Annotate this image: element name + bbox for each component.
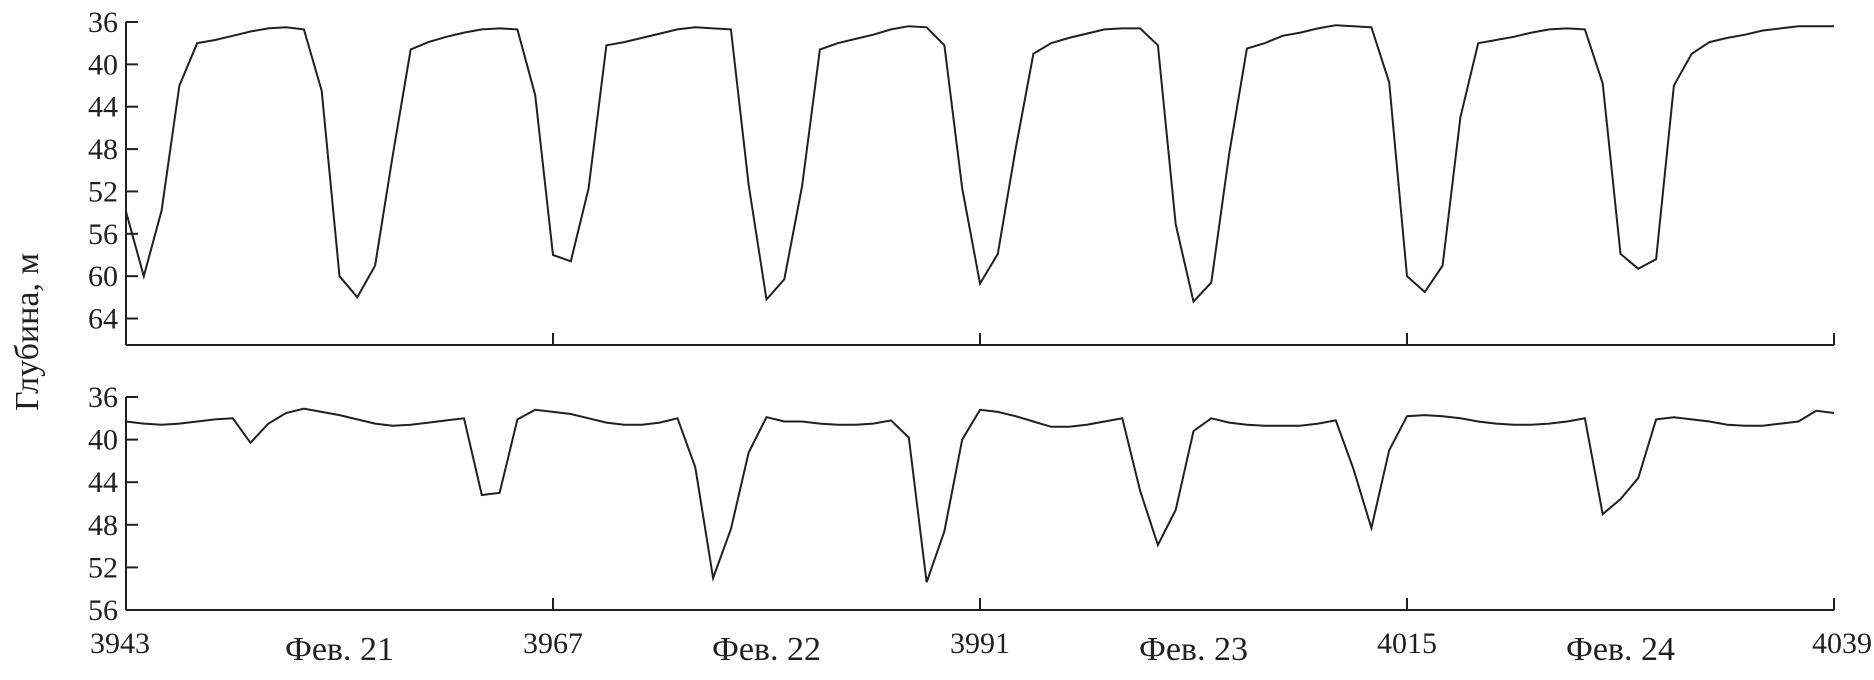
x-tick-label: 3967 bbox=[523, 627, 583, 660]
y-tick-label: 36 bbox=[88, 381, 118, 414]
date-label: Фев. 21 bbox=[285, 631, 394, 668]
y-tick-label: 48 bbox=[88, 133, 118, 166]
date-label: Фев. 23 bbox=[1139, 631, 1248, 668]
depth-series-line bbox=[125, 407, 1835, 583]
x-tick-label: 4039 bbox=[1812, 627, 1872, 660]
y-tick-label: 36 bbox=[88, 6, 118, 39]
y-tick-label: 64 bbox=[88, 303, 118, 336]
depth-series-line bbox=[125, 24, 1834, 304]
x-tick-label: 3943 bbox=[90, 627, 150, 660]
top-depth-panel: 36 40 44 48 52 56 60 64 bbox=[88, 6, 1835, 346]
y-tick-label: 60 bbox=[88, 260, 118, 293]
y-tick-label: 56 bbox=[88, 594, 118, 627]
y-tick-label: 40 bbox=[88, 48, 118, 81]
x-tick-label: 4015 bbox=[1377, 627, 1437, 660]
y-axis-label: Глубина, м bbox=[9, 253, 46, 411]
y-tick-label: 48 bbox=[88, 509, 118, 542]
y-tick-label: 52 bbox=[88, 175, 118, 208]
date-label: Фев. 24 bbox=[1566, 631, 1675, 668]
x-tick-label: 3991 bbox=[950, 627, 1010, 660]
y-tick-label: 40 bbox=[88, 424, 118, 457]
y-tick-label: 52 bbox=[88, 551, 118, 584]
y-tick-label: 44 bbox=[88, 91, 118, 124]
y-tick-label: 44 bbox=[88, 466, 118, 499]
date-label: Фев. 22 bbox=[712, 631, 821, 668]
y-tick-label: 56 bbox=[88, 218, 118, 251]
